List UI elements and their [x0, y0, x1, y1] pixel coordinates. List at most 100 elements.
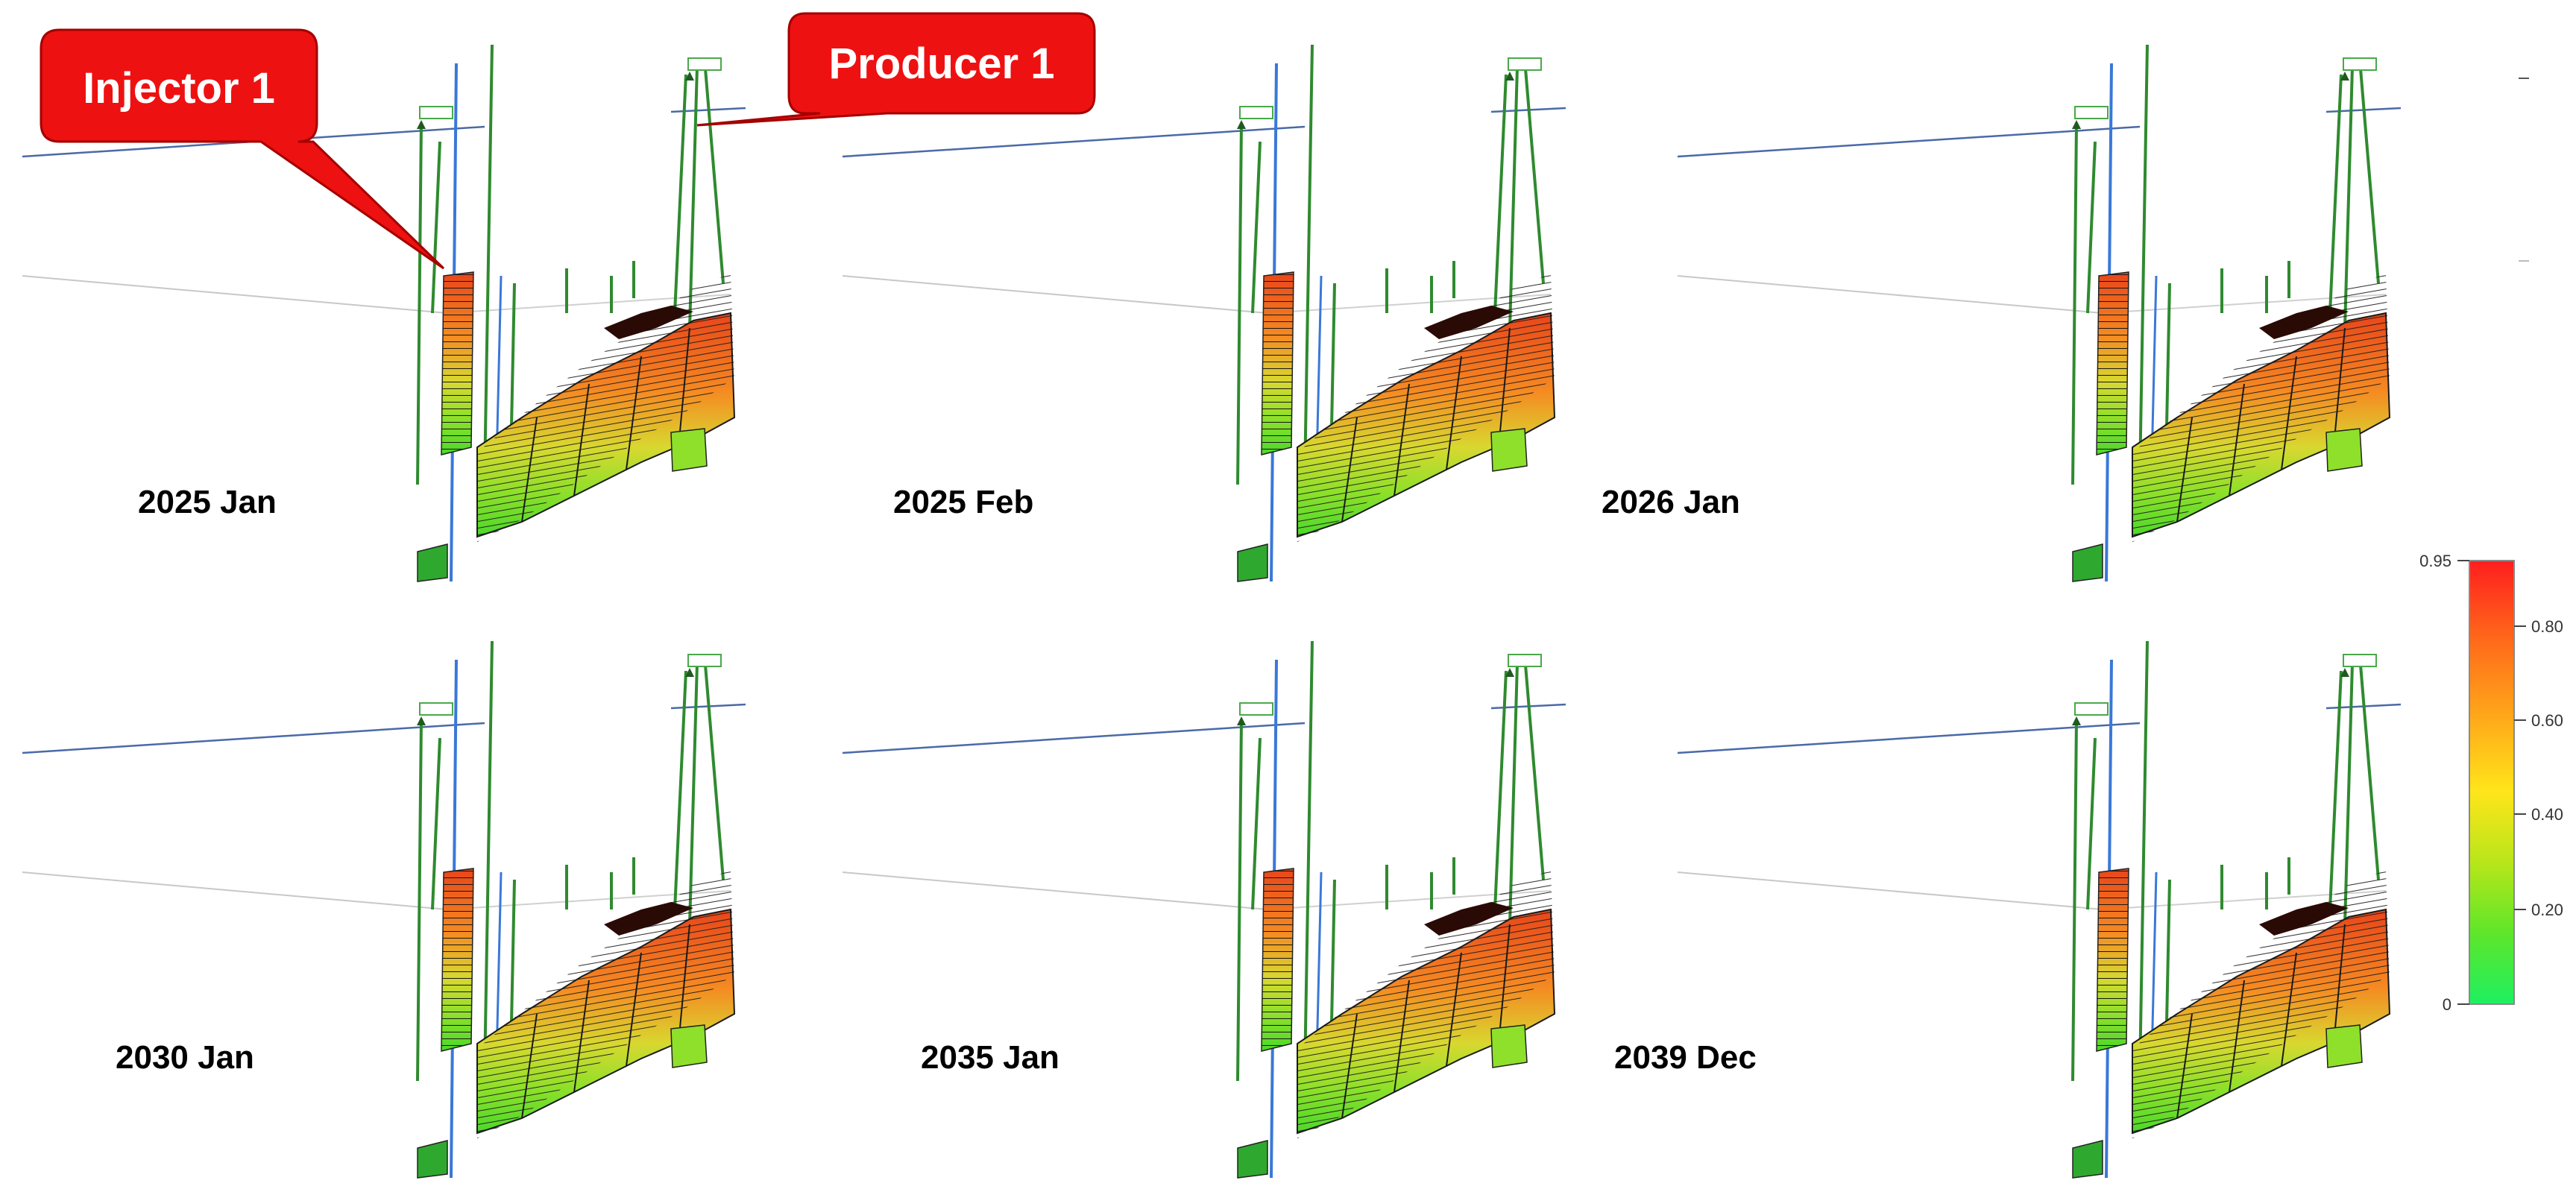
reservoir-column-layers [1262, 868, 1294, 1051]
reference-plane-line [1677, 275, 2103, 314]
well-trajectory [2343, 66, 2354, 329]
panel-date-label: 2035 Jan [921, 1039, 1059, 1076]
colorbar-ticks: 0.95 0.80 0.60 0.40 0.20 0 [2419, 552, 2563, 1014]
reservoir-block [1237, 1140, 1268, 1179]
reservoir-block [2072, 543, 2103, 582]
reservoir-block [2072, 1140, 2103, 1179]
reservoir-slab-layers [2132, 274, 2390, 543]
horizon-line [842, 722, 1306, 754]
well-trajectory [673, 670, 687, 910]
panel-date-label: 2039 Dec [1614, 1039, 1757, 1076]
well-trajectory [2138, 44, 2149, 478]
well-trajectory [2358, 655, 2380, 880]
fault-line [521, 1013, 538, 1119]
producer-callout: Producer 1 [696, 12, 1096, 127]
well-name-tag [2343, 57, 2377, 71]
date-labels: 2025 Jan 2025 Feb 2026 Jan 2030 Jan 2035 Jan… [116, 484, 1757, 1076]
fault-line [2229, 383, 2245, 496]
well-trajectory [416, 719, 423, 1082]
well-trajectory [2328, 670, 2343, 910]
horizon-line [22, 722, 485, 754]
reservoir-block [1237, 543, 1268, 582]
well-trajectory [1251, 737, 1262, 910]
well-trajectory [2086, 737, 2097, 910]
well-head-marker [2072, 120, 2081, 129]
well-trajectory [1303, 44, 1314, 478]
simulation-panel [22, 44, 746, 582]
well-trajectory [2071, 122, 2078, 485]
injector-callout-label: Injector 1 [83, 64, 275, 113]
colorbar-tick-label: 0.40 [2531, 805, 2563, 824]
colorbar-tick-label: 0.60 [2531, 711, 2563, 730]
fault-line [573, 383, 590, 496]
simulation-panel [1677, 640, 2402, 1179]
reservoir-slab-layers [477, 870, 734, 1139]
well-trajectory [688, 663, 699, 925]
well-trajectory [673, 74, 687, 314]
fault-line [1394, 980, 1410, 1093]
fault-line [2333, 924, 2346, 1044]
horizon-line [1677, 125, 2141, 158]
simulation-panels [22, 44, 2402, 1179]
reservoir-column-layers [1262, 272, 1294, 455]
well-head-marker [1505, 72, 1514, 81]
reference-plane-line [842, 871, 1268, 910]
colorbar: 0.95 0.80 0.60 0.40 0.20 0 [2419, 552, 2563, 1014]
reservoir-block [670, 428, 708, 472]
fault-line [626, 952, 642, 1067]
reference-plane-line [22, 275, 448, 314]
well-head-marker [1505, 668, 1514, 677]
well-trajectory [431, 737, 441, 910]
panel-date-label: 2025 Feb [893, 484, 1033, 520]
reference-plane-line [1677, 871, 2103, 910]
simulation-panel [1677, 44, 2402, 582]
well-name-tag [1239, 702, 1273, 716]
simulation-panel [842, 44, 1566, 582]
well-trajectory [1523, 59, 1545, 284]
simulation-panel [842, 640, 1566, 1179]
reservoir-block [1490, 1024, 1528, 1068]
colorbar-tick-label: 0.80 [2531, 617, 2563, 636]
reservoir-block [417, 543, 448, 582]
well-trajectory [1493, 670, 1508, 910]
reservoir-block [417, 1140, 448, 1179]
fault-line [573, 980, 590, 1093]
reservoir-cap [1424, 306, 1514, 339]
reservoir-column-layers [2097, 868, 2129, 1051]
fault-line [1341, 1013, 1358, 1119]
reservoir-cap [604, 306, 693, 339]
well-trajectory [703, 655, 725, 880]
injector-well [2150, 871, 2158, 1059]
well-trajectory [483, 44, 494, 478]
fault-line [1498, 327, 1511, 448]
producer-callout-label: Producer 1 [829, 40, 1055, 88]
well-trajectory [1523, 655, 1545, 880]
reservoir-column-layers [441, 272, 473, 455]
well-trajectory [1236, 719, 1243, 1082]
well-head-marker [685, 668, 694, 677]
reservoir-block [2325, 1024, 2363, 1068]
reservoir-cap [2259, 902, 2349, 936]
reservoir-slab-layers [1297, 274, 1555, 543]
well-trajectory [1493, 74, 1508, 314]
injector-well [1315, 275, 1323, 463]
fault-line [678, 924, 690, 1044]
well-trajectory [1236, 122, 1243, 485]
well-trajectory [416, 122, 423, 485]
well-trajectory [2086, 141, 2097, 314]
injector-well [2150, 275, 2158, 463]
reservoir-cap [2259, 306, 2349, 339]
well-trajectory [1508, 663, 1519, 925]
well-name-tag [1508, 57, 1542, 71]
injector-well [495, 871, 503, 1059]
well-name-tag [2074, 702, 2109, 716]
colorbar-tick-label: 0 [2443, 995, 2451, 1014]
fault-line [1341, 417, 1358, 523]
reference-plane-line [842, 275, 1268, 314]
well-name-tag [419, 106, 453, 119]
fault-line [2176, 1013, 2193, 1119]
well-trajectory [1251, 141, 1262, 314]
fault-line [2281, 356, 2297, 470]
simulation-panel [22, 640, 746, 1179]
